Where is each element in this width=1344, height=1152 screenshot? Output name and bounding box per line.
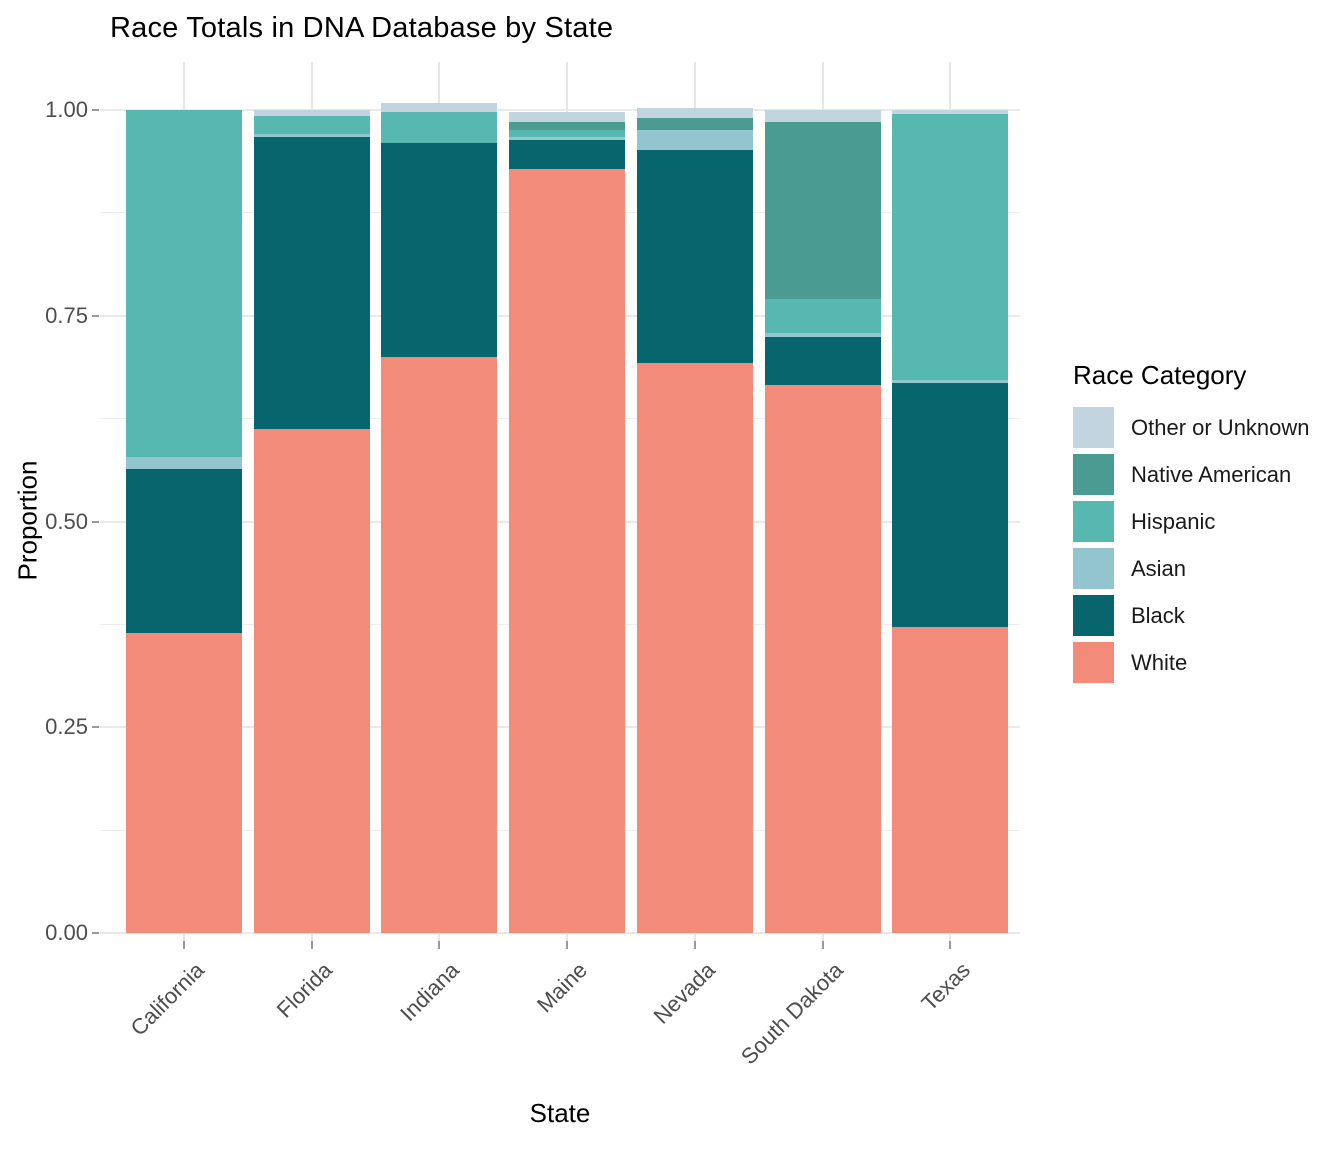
bar-segment-white-indiana (381, 356, 498, 933)
x-axis-tick (949, 941, 952, 949)
x-axis-tick (566, 941, 569, 949)
bar-segment-hispanic-florida (253, 115, 370, 134)
y-axis-tick-label: 0.50 (45, 508, 88, 534)
bar-segment-other-or-unknown-south-dakota (764, 110, 881, 122)
legend-item-label: Black (1131, 602, 1185, 628)
bar-segment-asian-nevada (636, 129, 753, 150)
bar-segment-white-florida (253, 429, 370, 933)
bar-segment-hispanic-south-dakota (764, 299, 881, 334)
bar-segment-asian-south-dakota (764, 333, 881, 338)
legend-item-label: Native American (1131, 461, 1292, 487)
bar-segment-asian-texas (892, 379, 1009, 384)
y-axis-tick-label: 1.00 (45, 97, 88, 122)
legend-key-swatch (1073, 407, 1114, 448)
x-axis-title: State (529, 1098, 591, 1128)
x-axis-tick (693, 941, 696, 949)
legend-key-swatch (1073, 642, 1114, 683)
y-axis-tick (92, 726, 99, 729)
bar-segment-other-or-unknown-indiana (381, 102, 498, 113)
legend-key-swatch (1073, 501, 1114, 542)
bar-segment-black-texas (892, 383, 1009, 627)
plot-panel (100, 62, 1020, 941)
gridline-major (100, 109, 1020, 111)
bar-segment-black-maine (509, 139, 626, 170)
y-axis-tick-label: 0.00 (45, 920, 88, 945)
bar-segment-other-or-unknown-florida (253, 110, 370, 116)
bar-segment-asian-florida (253, 133, 370, 138)
legend-key-swatch (1073, 595, 1114, 636)
bar-segment-hispanic-california (126, 110, 242, 458)
y-axis-tick (92, 314, 99, 317)
legend-item-label: Hispanic (1131, 508, 1216, 534)
legend-item-label: Asian (1131, 555, 1187, 581)
legend-item-hispanic: Hispanic (1073, 501, 1310, 542)
chart-title: Race Totals in DNA Database by State (110, 12, 614, 44)
legend-item-white: White (1073, 642, 1310, 683)
legend-item-other-or-unknown: Other or Unknown (1073, 407, 1310, 448)
gridline-major (100, 932, 1020, 934)
x-axis-tick (183, 941, 185, 949)
legend-item-native-american: Native American (1073, 454, 1310, 495)
bar-segment-black-california (126, 468, 242, 633)
bar-segment-other-or-unknown-maine (509, 111, 626, 123)
legend: Race Category Other or Unknown Native Ame… (1073, 360, 1310, 689)
x-axis-tick (821, 941, 824, 949)
y-axis-tick (92, 109, 99, 111)
x-axis-tick (310, 941, 313, 949)
bar-segment-native-american-south-dakota (764, 121, 881, 300)
bar-segment-hispanic-texas (892, 114, 1009, 380)
bar-segment-black-florida (253, 137, 370, 430)
legend-item-label: White (1131, 649, 1188, 675)
bar-segment-black-nevada (636, 149, 753, 363)
y-axis-tick-label: 0.25 (45, 714, 88, 740)
bar-segment-asian-maine (509, 137, 626, 140)
bar-segment-white-texas (892, 626, 1009, 933)
legend-item-asian: Asian (1073, 548, 1310, 589)
bar-segment-hispanic-indiana (381, 112, 498, 143)
bar-segment-white-south-dakota (764, 384, 881, 933)
bar-segment-native-american-maine (509, 122, 626, 130)
bar-segment-other-or-unknown-nevada (636, 108, 753, 119)
bar-segment-white-california (126, 632, 242, 933)
bar-segment-asian-california (126, 457, 242, 469)
legend-items: Other or Unknown Native American Hispanic A… (1073, 407, 1310, 683)
x-axis-tick (438, 941, 441, 949)
legend-key-swatch (1073, 548, 1114, 589)
bar-segment-white-nevada (636, 362, 753, 933)
bar-segment-native-american-nevada (636, 118, 753, 130)
bar-segment-black-indiana (381, 142, 498, 357)
legend-item-black: Black (1073, 595, 1310, 636)
legend-title: Race Category (1073, 360, 1247, 390)
bar-segment-black-south-dakota (764, 337, 881, 385)
y-axis-tick (92, 932, 99, 934)
y-axis-tick (92, 520, 99, 523)
legend-item-label: Other or Unknown (1131, 414, 1310, 440)
bar-segment-other-or-unknown-texas (892, 110, 1009, 115)
bar-segment-hispanic-maine (509, 129, 626, 138)
legend-key-swatch (1073, 454, 1114, 495)
bar-segment-white-maine (509, 169, 626, 933)
y-axis-tick-label: 0.75 (45, 302, 88, 328)
